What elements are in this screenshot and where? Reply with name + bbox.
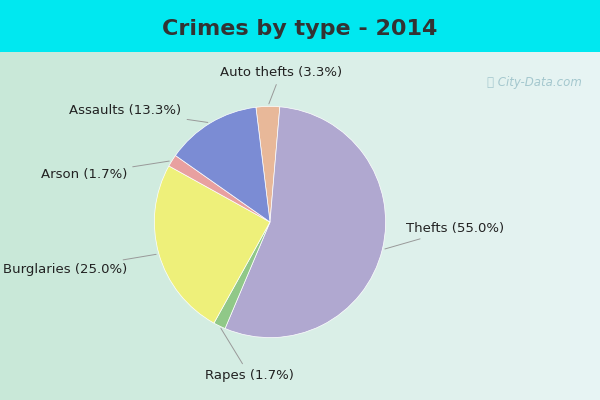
Bar — [100, 52, 110, 400]
Bar — [350, 52, 360, 400]
Bar — [410, 52, 420, 400]
Bar — [510, 52, 520, 400]
Bar — [530, 52, 540, 400]
Bar — [280, 52, 290, 400]
Text: Crimes by type - 2014: Crimes by type - 2014 — [163, 18, 437, 39]
Bar — [80, 52, 90, 400]
Bar — [290, 52, 300, 400]
Bar — [210, 52, 220, 400]
Text: Rapes (1.7%): Rapes (1.7%) — [205, 328, 294, 382]
Bar — [400, 52, 410, 400]
Bar — [490, 52, 500, 400]
Bar — [240, 52, 250, 400]
Text: Thefts (55.0%): Thefts (55.0%) — [385, 222, 504, 249]
Wedge shape — [214, 222, 270, 328]
Text: Assaults (13.3%): Assaults (13.3%) — [70, 104, 208, 122]
Bar — [110, 52, 120, 400]
Wedge shape — [225, 107, 386, 338]
Bar — [430, 52, 440, 400]
Bar — [200, 52, 210, 400]
Wedge shape — [169, 156, 270, 222]
Bar — [550, 52, 560, 400]
Bar — [270, 52, 280, 400]
Bar — [180, 52, 190, 400]
Bar — [330, 52, 340, 400]
Bar — [60, 52, 70, 400]
Text: Auto thefts (3.3%): Auto thefts (3.3%) — [220, 66, 342, 104]
Bar — [420, 52, 430, 400]
Wedge shape — [154, 166, 270, 323]
Bar — [30, 52, 40, 400]
Bar — [130, 52, 140, 400]
Bar — [540, 52, 550, 400]
Wedge shape — [256, 106, 280, 222]
Bar — [590, 52, 600, 400]
Bar — [570, 52, 580, 400]
Bar — [300, 52, 310, 400]
Bar — [20, 52, 30, 400]
Bar — [380, 52, 390, 400]
Bar — [50, 52, 60, 400]
Wedge shape — [175, 107, 270, 222]
Bar — [140, 52, 150, 400]
Bar — [150, 52, 160, 400]
Bar — [390, 52, 400, 400]
Bar — [230, 52, 240, 400]
Text: Arson (1.7%): Arson (1.7%) — [41, 161, 169, 181]
Bar — [460, 52, 470, 400]
Text: ⓘ City-Data.com: ⓘ City-Data.com — [487, 76, 582, 89]
Bar — [360, 52, 370, 400]
Bar — [40, 52, 50, 400]
Text: Burglaries (25.0%): Burglaries (25.0%) — [3, 254, 156, 276]
Bar — [500, 52, 510, 400]
Bar — [260, 52, 270, 400]
Bar — [340, 52, 350, 400]
Bar — [310, 52, 320, 400]
Bar — [560, 52, 570, 400]
Bar — [320, 52, 330, 400]
Bar — [10, 52, 20, 400]
Bar — [440, 52, 450, 400]
Bar — [580, 52, 590, 400]
Bar — [480, 52, 490, 400]
Bar — [90, 52, 100, 400]
Bar — [370, 52, 380, 400]
Bar — [520, 52, 530, 400]
Bar — [470, 52, 480, 400]
Bar — [220, 52, 230, 400]
Bar — [450, 52, 460, 400]
Bar — [120, 52, 130, 400]
Bar — [160, 52, 170, 400]
Bar — [190, 52, 200, 400]
Bar — [0, 52, 10, 400]
Bar — [250, 52, 260, 400]
Bar — [170, 52, 180, 400]
Bar — [70, 52, 80, 400]
